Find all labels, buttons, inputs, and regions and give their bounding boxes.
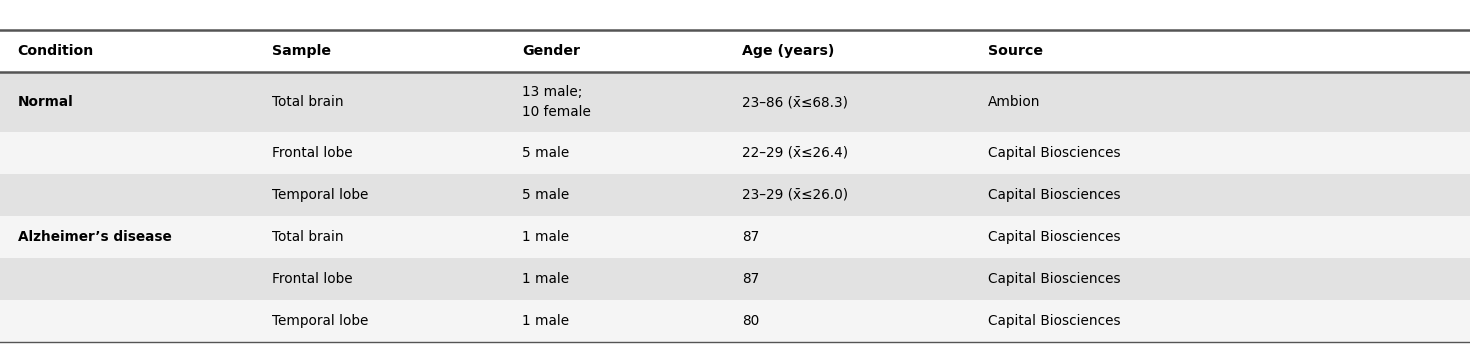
Text: Capital Biosciences: Capital Biosciences <box>988 188 1120 202</box>
Text: Source: Source <box>988 44 1042 58</box>
Bar <box>0 216 1470 258</box>
Text: Total brain: Total brain <box>272 95 344 109</box>
Text: 1 male: 1 male <box>522 272 569 286</box>
Text: 80: 80 <box>742 314 760 328</box>
Text: 87: 87 <box>742 230 760 244</box>
Text: Normal: Normal <box>18 95 74 109</box>
Bar <box>0 72 1470 132</box>
Text: Gender: Gender <box>522 44 579 58</box>
Bar <box>0 300 1470 342</box>
Text: Condition: Condition <box>18 44 94 58</box>
Text: 5 male: 5 male <box>522 146 569 160</box>
Text: Temporal lobe: Temporal lobe <box>272 188 369 202</box>
Bar <box>0 174 1470 216</box>
Bar <box>0 132 1470 174</box>
Text: Ambion: Ambion <box>988 95 1041 109</box>
Text: 1 male: 1 male <box>522 230 569 244</box>
Text: Frontal lobe: Frontal lobe <box>272 146 353 160</box>
Text: 1 male: 1 male <box>522 314 569 328</box>
Text: Frontal lobe: Frontal lobe <box>272 272 353 286</box>
Text: Age (years): Age (years) <box>742 44 835 58</box>
Text: 22–29 (x̄≤26.4): 22–29 (x̄≤26.4) <box>742 146 848 160</box>
Text: Capital Biosciences: Capital Biosciences <box>988 272 1120 286</box>
Text: 87: 87 <box>742 272 760 286</box>
Text: Capital Biosciences: Capital Biosciences <box>988 314 1120 328</box>
Text: Capital Biosciences: Capital Biosciences <box>988 146 1120 160</box>
Text: 23–86 (x̄≤68.3): 23–86 (x̄≤68.3) <box>742 95 848 109</box>
Text: 23–29 (x̄≤26.0): 23–29 (x̄≤26.0) <box>742 188 848 202</box>
Text: Total brain: Total brain <box>272 230 344 244</box>
Text: Temporal lobe: Temporal lobe <box>272 314 369 328</box>
Text: Alzheimer’s disease: Alzheimer’s disease <box>18 230 172 244</box>
Bar <box>0 258 1470 300</box>
Text: Sample: Sample <box>272 44 331 58</box>
Text: 5 male: 5 male <box>522 188 569 202</box>
Text: 13 male;
10 female: 13 male; 10 female <box>522 85 591 119</box>
Text: Capital Biosciences: Capital Biosciences <box>988 230 1120 244</box>
